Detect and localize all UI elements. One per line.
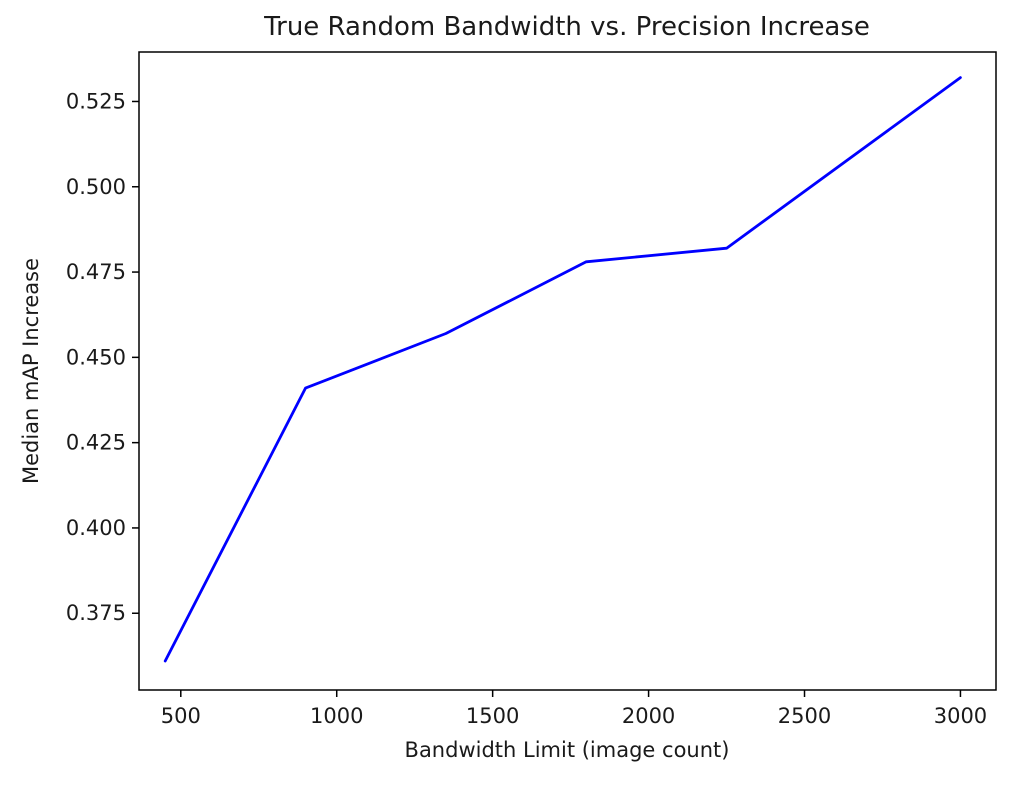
- x-tick-label: 2500: [778, 704, 831, 728]
- x-tick-label: 1500: [466, 704, 519, 728]
- plot-frame: [138, 51, 997, 691]
- x-tick-label: 1000: [310, 704, 363, 728]
- y-tick-label: 0.500: [66, 175, 126, 199]
- series-line: [163, 76, 962, 663]
- y-tick-label: 0.375: [66, 601, 126, 625]
- y-axis: 0.375 0.400 0.425 0.450 0.475 0.500 0.525: [66, 89, 139, 625]
- y-axis-label: Median mAP Increase: [19, 258, 43, 484]
- x-axis: 500 1000 1500 2000 2500 3000: [161, 690, 987, 728]
- y-tick-label: 0.475: [66, 260, 126, 284]
- y-tick-label: 0.425: [66, 431, 126, 455]
- y-tick-label: 0.450: [66, 345, 126, 369]
- y-tick-label: 0.400: [66, 516, 126, 540]
- x-axis-label: Bandwidth Limit (image count): [405, 738, 730, 762]
- x-tick-label: 500: [161, 704, 201, 728]
- series-layer: [163, 76, 962, 663]
- x-tick-label: 3000: [934, 704, 987, 728]
- chart-title: True Random Bandwidth vs. Precision Incr…: [263, 12, 870, 42]
- y-tick-label: 0.525: [66, 89, 126, 113]
- x-tick-label: 2000: [622, 704, 675, 728]
